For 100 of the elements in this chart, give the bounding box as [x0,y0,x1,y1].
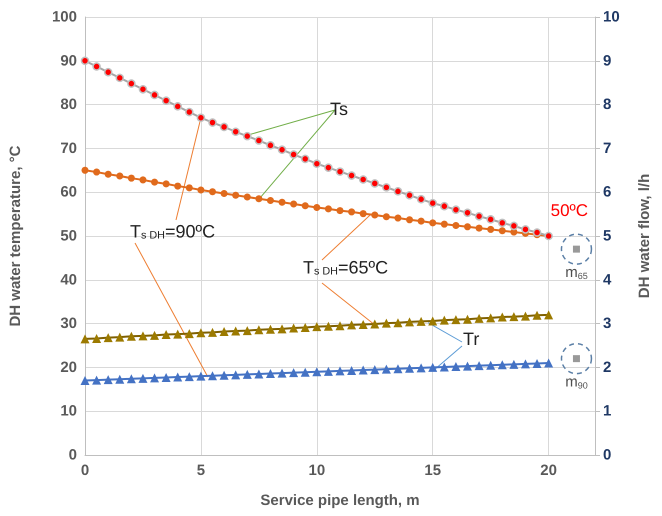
y2-tick-label: 0 [603,446,612,464]
point [370,365,380,374]
point [312,159,322,168]
point [115,332,124,342]
point [370,320,380,329]
point [184,329,194,338]
point [486,360,496,370]
point [382,318,391,328]
point [151,178,158,186]
point [336,366,344,376]
point [231,326,240,336]
point [162,372,171,382]
point [336,207,344,214]
point [440,202,449,210]
point [208,371,217,380]
point [324,366,333,376]
point [116,172,124,180]
point [186,184,193,192]
point [231,128,240,136]
point [416,194,426,204]
x-tick-label: 20 [540,462,557,479]
point [312,367,322,376]
point [150,373,160,382]
point [520,359,530,368]
point [126,332,136,341]
point [278,324,287,334]
point [474,314,484,323]
point [138,331,148,340]
x-tick-label: 5 [196,462,206,479]
y-tick-label: 20 [60,358,77,376]
point [242,326,252,336]
point [451,362,460,372]
point [138,374,148,383]
y-tick-label: 100 [52,8,77,26]
point [382,364,391,374]
y-tick-label: 60 [60,184,77,201]
point [358,320,368,329]
point [440,316,449,325]
point [348,208,356,216]
point [336,167,344,176]
point [290,200,298,208]
point [405,317,414,326]
point [116,74,124,82]
point [278,145,286,154]
point [452,222,460,229]
point [289,368,298,378]
y-tick-label: 10 [60,402,77,420]
point [242,370,252,379]
point [347,366,356,375]
y2-tick-label: 7 [603,140,612,157]
point [173,372,182,382]
point [80,56,90,66]
point [360,210,367,218]
y-tick-label: 30 [60,315,77,332]
point [300,154,310,164]
point [487,226,494,233]
point [428,362,438,372]
point [128,174,135,182]
point [254,369,264,378]
point [266,197,274,204]
point [104,333,113,342]
point [520,312,530,321]
point [336,321,344,330]
y2-tick-label: 2 [603,358,612,376]
annotation: Tr [463,329,480,349]
point [162,96,170,105]
point [393,364,402,374]
point [532,310,542,320]
point [209,188,216,196]
point [92,62,101,71]
point [115,374,124,384]
point [440,362,449,372]
point [394,214,402,222]
point [80,376,90,386]
point [358,175,368,184]
point [452,205,460,214]
point [371,211,378,218]
y-tick-label: 0 [68,446,77,464]
y2-tick-label: 5 [603,228,612,244]
point [82,166,88,174]
point [197,186,204,194]
point [104,68,112,76]
point [185,108,194,116]
point [440,220,448,228]
point [231,370,240,380]
y2-tick-label: 4 [603,271,612,288]
point [532,228,542,237]
series-label: m90 [565,374,588,391]
point [162,180,170,188]
point [289,150,298,159]
point [278,198,286,206]
y-tick-label: 90 [60,52,77,70]
y2-tick-label: 10 [603,8,620,26]
y-tick-label: 40 [60,271,77,288]
annotation: 50ºC [550,201,588,220]
point [509,312,518,322]
point [463,314,472,324]
y-tick-label: 50 [60,228,77,244]
point [220,370,229,380]
point [289,323,298,332]
